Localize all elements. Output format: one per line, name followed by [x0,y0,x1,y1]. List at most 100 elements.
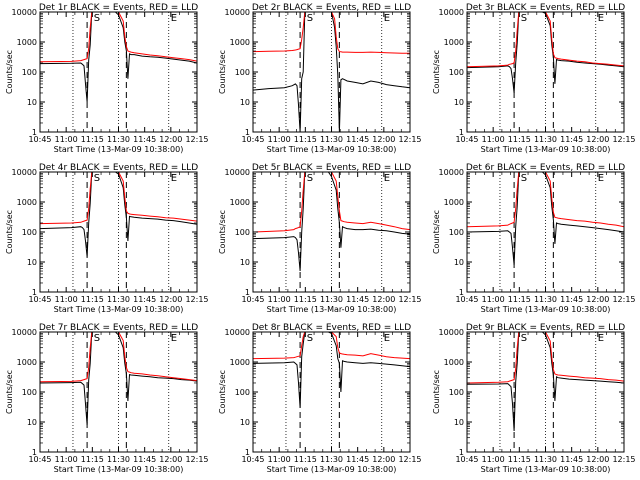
x-tick-label: 12:15 [612,455,635,464]
chart-panel: Det 6r BLACK = Events, RED = LLD Counts/s… [432,163,636,314]
x-tick-label: 11:45 [133,135,156,144]
y-tick-label: 10000 [439,328,464,337]
x-tick-label: 11:45 [560,455,583,464]
y-tick-label: 10 [240,258,250,267]
x-axis-label: Start Time (13-Mar-09 10:38:00) [481,465,611,474]
y-tick-label: 1 [32,128,37,137]
x-tick-label: 12:15 [398,295,421,304]
y-axis-label: Counts/sec [218,50,227,94]
x-tick-label: 12:00 [372,455,395,464]
chart-title: Det 8r BLACK = Events, RED = LLD [252,323,411,333]
x-tick-label: 11:30 [534,295,557,304]
x-tick-label: 12:00 [586,135,609,144]
x-tick-label: 12:15 [185,455,208,464]
y-tick-label: 1 [32,448,37,457]
x-tick-label: 10:45 [241,455,264,464]
series-line-black [467,332,624,432]
y-tick-label: 1000 [444,198,464,207]
marker-letter: S [307,173,313,184]
x-tick-label: 10:45 [28,135,51,144]
series-line-black [467,172,624,265]
y-axis-label: Counts/sec [218,370,227,414]
x-tick-label: 11:00 [268,455,291,464]
x-tick-label: 11:30 [320,135,343,144]
y-tick-label: 1000 [230,38,250,47]
marker-letter: E [598,333,604,344]
marker-letter: E [171,13,177,24]
y-axis-label: Counts/sec [432,50,441,94]
y-tick-label: 10000 [225,8,250,17]
x-tick-label: 11:00 [482,135,505,144]
y-tick-label: 1 [459,128,464,137]
x-tick-label: 11:45 [346,135,369,144]
y-tick-label: 10000 [12,8,37,17]
x-tick-label: 11:15 [81,455,104,464]
chart-panel: Det 1r BLACK = Events, RED = LLD Counts/s… [5,3,209,154]
marker-letter: S [94,13,100,24]
x-tick-label: 12:00 [159,455,182,464]
y-tick-label: 10 [454,98,464,107]
x-tick-label: 11:00 [55,295,78,304]
x-tick-label: 12:15 [612,295,635,304]
marker-letter: E [384,13,390,24]
x-tick-label: 11:45 [560,135,583,144]
chart-panel: Det 4r BLACK = Events, RED = LLD Counts/s… [5,163,209,314]
y-tick-label: 100 [22,228,37,237]
series-line-red [467,12,624,68]
y-axis-label: Counts/sec [5,370,14,414]
y-tick-label: 100 [22,68,37,77]
x-tick-label: 11:15 [294,295,317,304]
x-tick-label: 12:15 [612,135,635,144]
marker-letter: S [521,333,527,344]
y-tick-label: 10 [240,98,250,107]
series-line-black [40,12,197,103]
x-tick-label: 11:00 [55,455,78,464]
y-tick-label: 1000 [444,358,464,367]
chart-title: Det 1r BLACK = Events, RED = LLD [39,3,198,13]
y-tick-label: 1 [32,288,37,297]
marker-letter: S [94,333,100,344]
x-tick-label: 12:00 [372,135,395,144]
x-tick-label: 11:15 [508,135,531,144]
series-line-red [253,332,410,360]
series-line-red [40,332,197,383]
x-axis-label: Start Time (13-Mar-09 10:38:00) [267,465,397,474]
series-line-black [40,172,197,257]
x-tick-label: 12:15 [185,135,208,144]
x-tick-label: 11:00 [55,135,78,144]
y-tick-label: 10000 [225,168,250,177]
y-tick-label: 10 [240,418,250,427]
x-axis-label: Start Time (13-Mar-09 10:38:00) [54,465,184,474]
y-tick-label: 100 [235,388,250,397]
y-tick-label: 10 [454,418,464,427]
chart-panel: Det 7r BLACK = Events, RED = LLD Counts/s… [5,323,209,474]
y-tick-label: 100 [235,68,250,77]
x-tick-label: 11:00 [268,295,291,304]
marker-letter: E [384,173,390,184]
x-tick-label: 10:45 [241,135,264,144]
y-axis-label: Counts/sec [432,370,441,414]
chart-panel: Det 5r BLACK = Events, RED = LLD Counts/s… [218,163,422,314]
x-tick-label: 10:45 [241,295,264,304]
y-tick-label: 100 [22,388,37,397]
chart-title: Det 7r BLACK = Events, RED = LLD [39,323,198,333]
x-tick-label: 11:45 [133,455,156,464]
chart-panel: Det 8r BLACK = Events, RED = LLD Counts/s… [218,323,422,474]
x-tick-label: 10:45 [455,455,478,464]
x-tick-label: 11:30 [107,455,130,464]
x-tick-label: 12:15 [398,135,421,144]
x-tick-label: 12:00 [586,455,609,464]
y-tick-label: 1000 [230,358,250,367]
x-tick-label: 11:30 [534,455,557,464]
x-tick-label: 10:45 [28,295,51,304]
y-tick-label: 1 [245,448,250,457]
marker-letter: E [598,173,604,184]
marker-letter: E [598,13,604,24]
y-tick-label: 100 [449,388,464,397]
x-tick-label: 11:45 [346,295,369,304]
series-line-black [40,332,197,425]
y-tick-label: 1000 [17,38,37,47]
series-line-red [40,12,197,63]
y-tick-label: 1 [245,288,250,297]
x-tick-label: 11:30 [320,455,343,464]
